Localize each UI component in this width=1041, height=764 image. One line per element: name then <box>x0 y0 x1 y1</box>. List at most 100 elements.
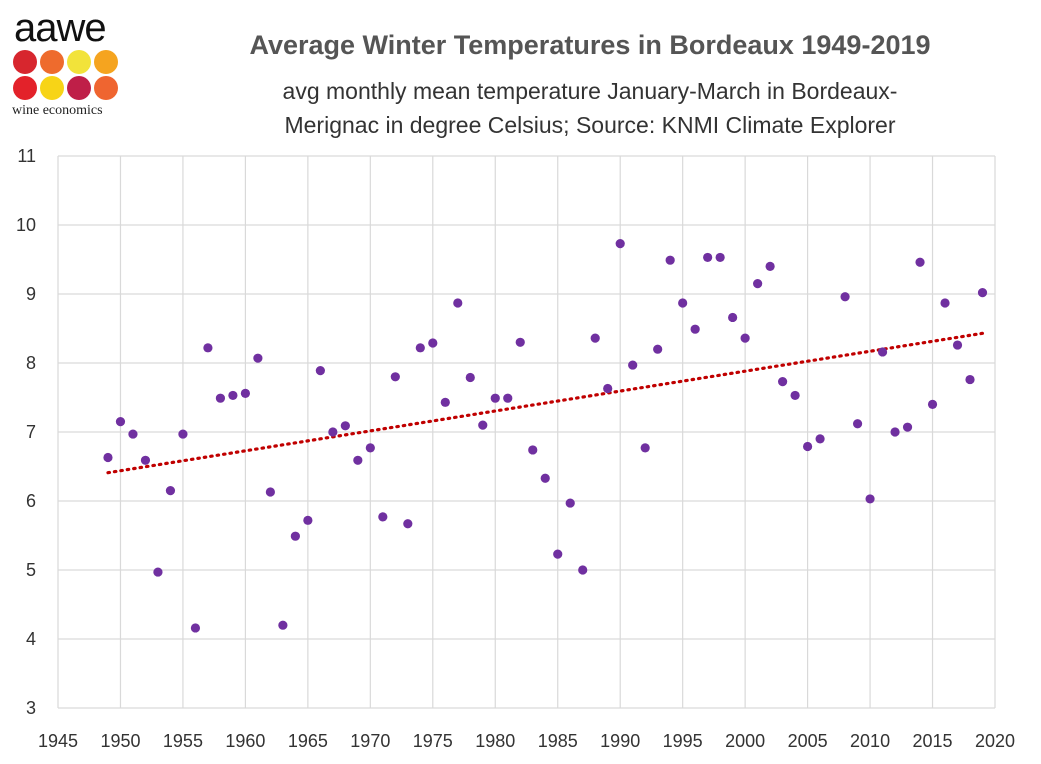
data-point-1980 <box>490 393 500 403</box>
data-point-1950 <box>115 417 126 427</box>
data-point-2012 <box>890 427 900 437</box>
data-point-1965 <box>303 515 313 525</box>
data-point-2002 <box>765 261 775 271</box>
data-point-1990 <box>615 239 625 249</box>
data-point-1996 <box>690 324 700 334</box>
data-point-1968 <box>340 421 350 431</box>
data-point-1995 <box>678 298 688 308</box>
data-point-1957 <box>203 343 213 353</box>
data-point-1992 <box>640 443 650 453</box>
data-point-1999 <box>728 312 738 323</box>
chart-subtitle: avg monthly mean temperature January-Mar… <box>160 74 1020 142</box>
y-tick-label-3: 3 <box>26 698 36 718</box>
data-point-2011 <box>877 347 888 357</box>
x-axis-ticks: 1945 1950 1955 1960 1965 1970 1975 1980 1985 1990… <box>38 731 1015 751</box>
logo-dot-8 <box>94 76 118 100</box>
logo-dot-7 <box>67 76 91 100</box>
data-point-1997 <box>703 252 713 263</box>
x-tick-label-1960: 1960 <box>225 731 265 751</box>
data-points <box>103 239 988 633</box>
x-tick-label-1945: 1945 <box>38 731 78 751</box>
logo-dot-6 <box>40 76 64 100</box>
data-point-1982 <box>515 337 525 347</box>
data-point-1967 <box>328 427 338 437</box>
y-tick-label-6: 6 <box>26 491 36 511</box>
y-tick-label-7: 7 <box>26 422 36 442</box>
x-tick-label-1985: 1985 <box>538 731 578 751</box>
data-point-1985 <box>553 549 563 559</box>
data-point-1961 <box>253 353 263 363</box>
data-point-1971 <box>378 512 388 522</box>
data-point-1949 <box>103 452 113 463</box>
data-point-1972 <box>390 372 400 382</box>
data-point-1958 <box>215 393 226 403</box>
logo-dot-2 <box>40 50 64 74</box>
data-point-2004 <box>790 390 800 401</box>
x-tick-label-2015: 2015 <box>913 731 953 751</box>
y-tick-label-4: 4 <box>26 629 36 649</box>
x-tick-label-2005: 2005 <box>788 731 828 751</box>
data-point-1977 <box>453 298 463 308</box>
data-point-1963 <box>278 620 288 630</box>
y-axis-ticks: 3 4 5 6 7 8 9 10 11 <box>16 146 36 718</box>
x-tick-label-1965: 1965 <box>288 731 328 751</box>
data-point-1979 <box>478 420 488 430</box>
data-point-1969 <box>353 455 363 465</box>
x-tick-label-2000: 2000 <box>725 731 765 751</box>
data-point-1998 <box>715 252 725 263</box>
data-point-1959 <box>228 390 238 401</box>
data-point-2018 <box>965 374 975 385</box>
data-point-1954 <box>165 486 176 496</box>
data-point-2003 <box>778 377 788 387</box>
data-point-2017 <box>952 340 963 350</box>
data-point-1981 <box>503 393 513 403</box>
data-point-2006 <box>815 434 825 444</box>
data-point-2014 <box>915 257 925 267</box>
y-tick-label-11: 11 <box>17 146 36 166</box>
data-point-2015 <box>927 399 938 409</box>
x-tick-label-2010: 2010 <box>850 731 890 751</box>
data-point-2009 <box>852 419 863 429</box>
data-point-1976 <box>440 397 450 407</box>
logo-wordmark: aawe <box>14 6 107 50</box>
data-point-1984 <box>540 473 550 483</box>
data-point-1975 <box>428 338 438 348</box>
data-point-2005 <box>803 441 813 452</box>
logo-tagline: wine economics <box>12 103 103 118</box>
logo-dot-3 <box>67 50 91 74</box>
data-point-1951 <box>128 429 138 439</box>
y-tick-label-8: 8 <box>26 353 36 373</box>
aawe-logo: aawe wine economics <box>10 8 135 119</box>
data-point-1993 <box>653 344 663 354</box>
trendline <box>106 331 985 475</box>
x-tick-label-2020: 2020 <box>975 731 1015 751</box>
data-point-2008 <box>840 292 850 302</box>
x-tick-label-1980: 1980 <box>475 731 515 751</box>
data-point-1989 <box>603 383 613 394</box>
data-point-2016 <box>940 298 950 308</box>
data-point-2000 <box>740 333 750 343</box>
data-point-1953 <box>153 567 163 577</box>
y-tick-label-10: 10 <box>16 215 36 235</box>
data-point-1974 <box>415 343 425 353</box>
data-point-1960 <box>240 388 250 398</box>
x-tick-label-1975: 1975 <box>413 731 453 751</box>
data-point-1952 <box>140 455 151 465</box>
logo-dot-4 <box>94 50 118 74</box>
data-point-2001 <box>753 279 763 289</box>
data-point-1966 <box>315 365 325 376</box>
trendline-group <box>106 331 985 475</box>
data-point-1978 <box>465 372 475 383</box>
x-tick-label-1995: 1995 <box>663 731 703 751</box>
x-tick-label-1970: 1970 <box>350 731 390 751</box>
data-point-1983 <box>528 445 538 455</box>
data-point-2013 <box>902 422 913 432</box>
y-tick-label-5: 5 <box>26 560 36 580</box>
data-point-1964 <box>290 531 300 541</box>
logo-dot-5 <box>13 76 37 100</box>
x-tick-label-1955: 1955 <box>163 731 203 751</box>
data-point-1970 <box>365 443 375 453</box>
subtitle-line-1: avg monthly mean temperature January-Mar… <box>282 78 898 104</box>
data-point-2019 <box>977 288 988 298</box>
